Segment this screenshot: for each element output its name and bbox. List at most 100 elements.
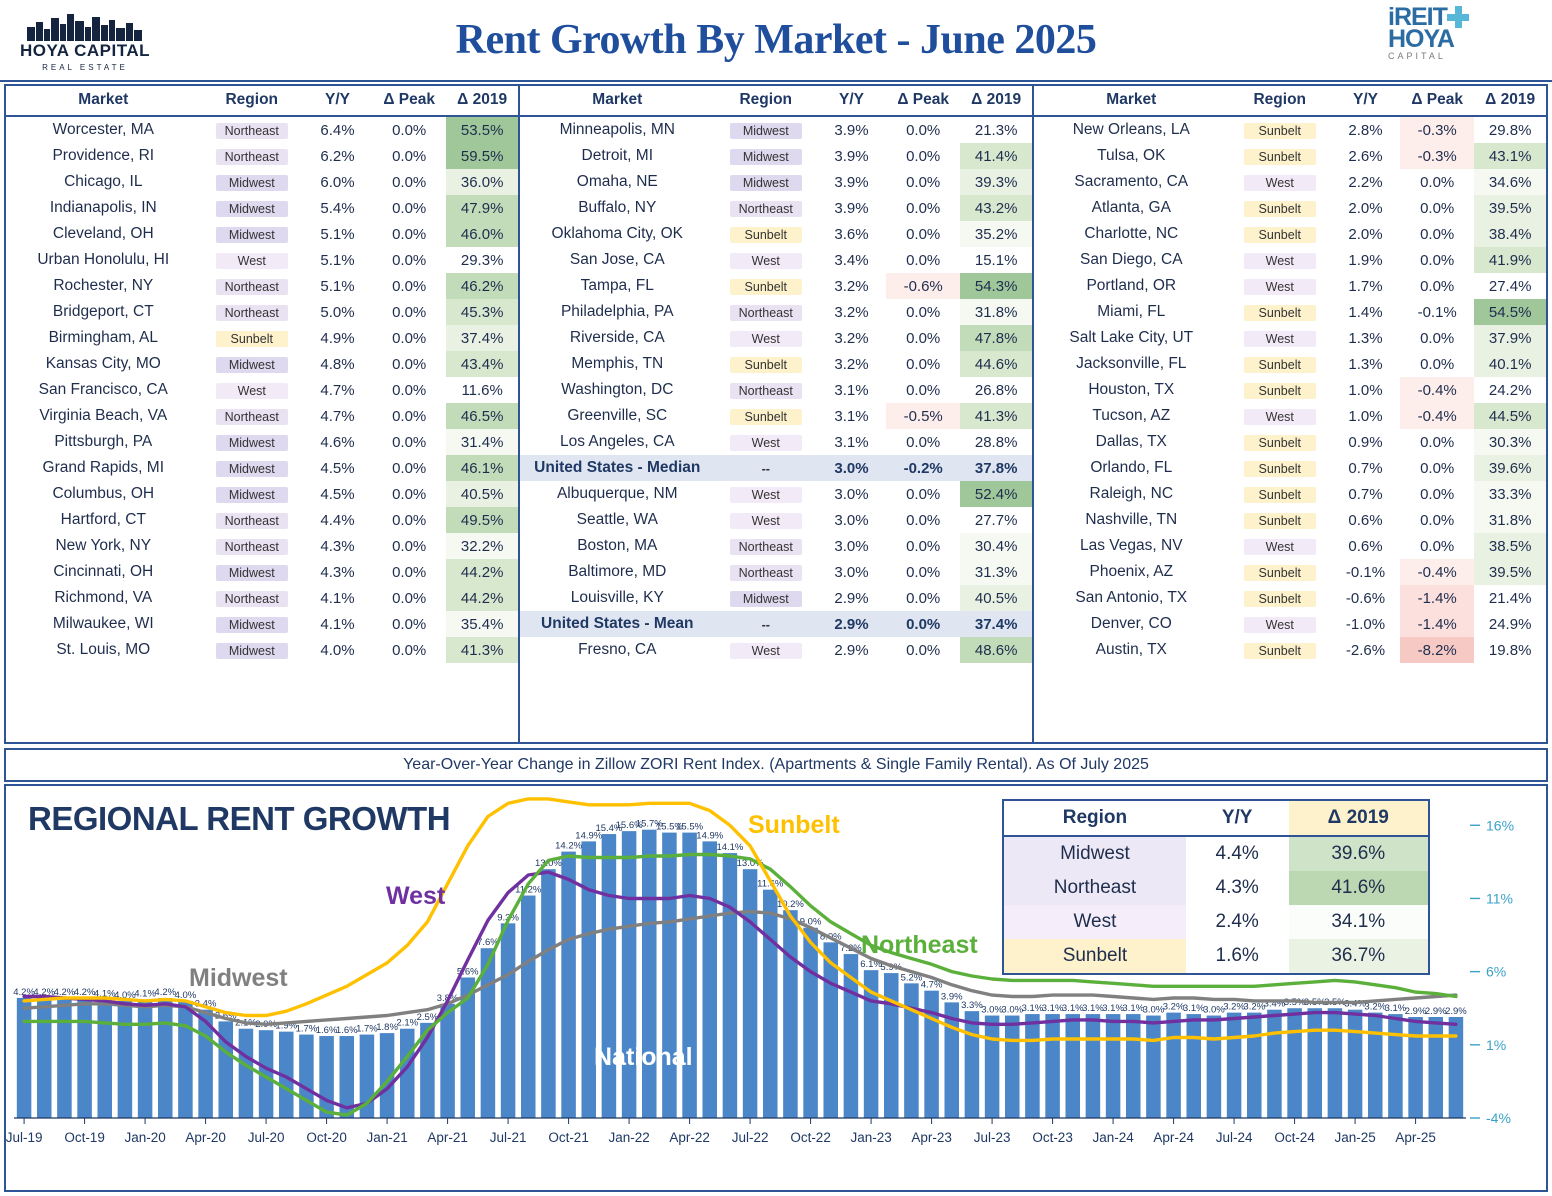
table-row[interactable]: Fresno, CA West 2.9% 0.0% 48.6%: [520, 637, 1032, 663]
bar-value-label: 3.2%: [1243, 1002, 1265, 1013]
table-row[interactable]: Sacramento, CA West 2.2% 0.0% 34.6%: [1034, 169, 1546, 195]
table-row[interactable]: Las Vegas, NV West 0.6% 0.0% 38.5%: [1034, 533, 1546, 559]
table-row[interactable]: Virginia Beach, VA Northeast 4.7% 0.0% 46.5%: [6, 403, 518, 429]
table-row[interactable]: Denver, CO West -1.0% -1.4% 24.9%: [1034, 611, 1546, 637]
table-row[interactable]: Worcester, MA Northeast 6.4% 0.0% 53.5%: [6, 116, 518, 143]
table-row[interactable]: Urban Honolulu, HI West 5.1% 0.0% 29.3%: [6, 247, 518, 273]
table-row[interactable]: Tampa, FL Sunbelt 3.2% -0.6% 54.3%: [520, 273, 1032, 299]
cell-peak: -0.4%: [1400, 377, 1475, 403]
table-row[interactable]: Los Angeles, CA West 3.1% 0.0% 28.8%: [520, 429, 1032, 455]
table-row[interactable]: Miami, FL Sunbelt 1.4% -0.1% 54.5%: [1034, 299, 1546, 325]
national-bar: [702, 841, 718, 1118]
table-row[interactable]: Grand Rapids, MI Midwest 4.5% 0.0% 46.1%: [6, 455, 518, 481]
table-row[interactable]: Charlotte, NC Sunbelt 2.0% 0.0% 38.4%: [1034, 221, 1546, 247]
regional-rent-growth-chart: REGIONAL RENT GROWTH -4% 1% 6% 11% 16% 4.2% 4.…: [4, 784, 1548, 1192]
table-row[interactable]: Louisville, KY Midwest 2.9% 0.0% 40.5%: [520, 585, 1032, 611]
table-row[interactable]: San Antonio, TX Sunbelt -0.6% -1.4% 21.4%: [1034, 585, 1546, 611]
table-row[interactable]: Detroit, MI Midwest 3.9% 0.0% 41.4%: [520, 143, 1032, 169]
table-row[interactable]: San Francisco, CA West 4.7% 0.0% 11.6%: [6, 377, 518, 403]
bar-value-label: 4.7%: [921, 980, 943, 991]
table-row[interactable]: St. Louis, MO Midwest 4.0% 0.0% 41.3%: [6, 637, 518, 663]
region-summary-row[interactable]: West 2.4% 34.1%: [1003, 905, 1429, 939]
table-row[interactable]: Chicago, IL Midwest 6.0% 0.0% 36.0%: [6, 169, 518, 195]
table-row[interactable]: Orlando, FL Sunbelt 0.7% 0.0% 39.6%: [1034, 455, 1546, 481]
cell-d2019: 39.5%: [1474, 195, 1546, 221]
cell-market: Los Angeles, CA: [559, 433, 675, 450]
table-row[interactable]: Buffalo, NY Northeast 3.9% 0.0% 43.2%: [520, 195, 1032, 221]
table-row[interactable]: Milwaukee, WI Midwest 4.1% 0.0% 35.4%: [6, 611, 518, 637]
table-row[interactable]: Salt Lake City, UT West 1.3% 0.0% 37.9%: [1034, 325, 1546, 351]
table-row[interactable]: Tulsa, OK Sunbelt 2.6% -0.3% 43.1%: [1034, 143, 1546, 169]
table-row[interactable]: Providence, RI Northeast 6.2% 0.0% 59.5%: [6, 143, 518, 169]
cell-peak: 0.0%: [906, 147, 941, 165]
table-row[interactable]: Richmond, VA Northeast 4.1% 0.0% 44.2%: [6, 585, 518, 611]
table-row[interactable]: Bridgeport, CT Northeast 5.0% 0.0% 45.3%: [6, 299, 518, 325]
table-row[interactable]: Tucson, AZ West 1.0% -0.4% 44.5%: [1034, 403, 1546, 429]
table-row[interactable]: Memphis, TN Sunbelt 3.2% 0.0% 44.6%: [520, 351, 1032, 377]
region-summary-row[interactable]: Northeast 4.3% 41.6%: [1003, 871, 1429, 905]
table-row[interactable]: Washington, DC Northeast 3.1% 0.0% 26.8%: [520, 377, 1032, 403]
table-row[interactable]: Hartford, CT Northeast 4.4% 0.0% 49.5%: [6, 507, 518, 533]
table-row[interactable]: Oklahoma City, OK Sunbelt 3.6% 0.0% 35.2%: [520, 221, 1032, 247]
region-badge: Midwest: [215, 486, 288, 503]
region-summary-yy: 4.4%: [1215, 843, 1259, 864]
national-bar: [722, 853, 738, 1118]
national-bar: [379, 1033, 395, 1118]
table-row[interactable]: Birmingham, AL Sunbelt 4.9% 0.0% 37.4%: [6, 325, 518, 351]
table-row[interactable]: New Orleans, LA Sunbelt 2.8% -0.3% 29.8%: [1034, 116, 1546, 143]
table-row[interactable]: San Diego, CA West 1.9% 0.0% 41.9%: [1034, 247, 1546, 273]
region-badge: Sunbelt: [1243, 460, 1316, 477]
table-row[interactable]: Riverside, CA West 3.2% 0.0% 47.8%: [520, 325, 1032, 351]
table-row[interactable]: Indianapolis, IN Midwest 5.4% 0.0% 47.9%: [6, 195, 518, 221]
table-row[interactable]: Minneapolis, MN Midwest 3.9% 0.0% 21.3%: [520, 116, 1032, 143]
cell-d2019: 44.5%: [1474, 403, 1546, 429]
cell-region: --: [714, 611, 817, 637]
table-row[interactable]: United States - Median -- 3.0% -0.2% 37.8%: [520, 455, 1032, 481]
table-row[interactable]: Portland, OR West 1.7% 0.0% 27.4%: [1034, 273, 1546, 299]
bar-value-label: 11.2%: [515, 885, 542, 896]
table-row[interactable]: Kansas City, MO Midwest 4.8% 0.0% 43.4%: [6, 351, 518, 377]
table-row[interactable]: Cincinnati, OH Midwest 4.3% 0.0% 44.2%: [6, 559, 518, 585]
bar-value-label: 4.2%: [54, 987, 76, 998]
cell-region: West: [1229, 611, 1331, 637]
table-row[interactable]: Seattle, WA West 3.0% 0.0% 27.7%: [520, 507, 1032, 533]
table-row[interactable]: Atlanta, GA Sunbelt 2.0% 0.0% 39.5%: [1034, 195, 1546, 221]
table-row[interactable]: Albuquerque, NM West 3.0% 0.0% 52.4%: [520, 481, 1032, 507]
bar-value-label: 1.6%: [336, 1025, 358, 1036]
table-row[interactable]: Dallas, TX Sunbelt 0.9% 0.0% 30.3%: [1034, 429, 1546, 455]
table-row[interactable]: Columbus, OH Midwest 4.5% 0.0% 40.5%: [6, 481, 518, 507]
bar-value-label: 3.1%: [1042, 1003, 1064, 1014]
cell-yy: 5.0%: [320, 303, 355, 321]
region-summary-row[interactable]: Midwest 4.4% 39.6%: [1003, 836, 1429, 871]
table-row[interactable]: Austin, TX Sunbelt -2.6% -8.2% 19.8%: [1034, 637, 1546, 663]
table-row[interactable]: New York, NY Northeast 4.3% 0.0% 32.2%: [6, 533, 518, 559]
bar-value-label: 2.9%: [1445, 1006, 1467, 1017]
table-row[interactable]: Baltimore, MD Northeast 3.0% 0.0% 31.3%: [520, 559, 1032, 585]
table-row[interactable]: Boston, MA Northeast 3.0% 0.0% 30.4%: [520, 533, 1032, 559]
table-row[interactable]: Greenville, SC Sunbelt 3.1% -0.5% 41.3%: [520, 403, 1032, 429]
table-row[interactable]: Raleigh, NC Sunbelt 0.7% 0.0% 33.3%: [1034, 481, 1546, 507]
table-row[interactable]: Pittsburgh, PA Midwest 4.6% 0.0% 31.4%: [6, 429, 518, 455]
column-header-yy: Y/Y: [302, 86, 373, 117]
table-row[interactable]: United States - Mean -- 2.9% 0.0% 37.4%: [520, 611, 1032, 637]
cell-peak: 0.0%: [392, 225, 427, 243]
table-row[interactable]: Nashville, TN Sunbelt 0.6% 0.0% 31.8%: [1034, 507, 1546, 533]
cell-peak: 0.0%: [906, 381, 941, 399]
region-badge: West: [1243, 252, 1316, 269]
table-row[interactable]: Houston, TX Sunbelt 1.0% -0.4% 24.2%: [1034, 377, 1546, 403]
bar-value-label: 3.0%: [981, 1005, 1003, 1016]
table-row[interactable]: Jacksonville, FL Sunbelt 1.3% 0.0% 40.1%: [1034, 351, 1546, 377]
table-row[interactable]: Philadelphia, PA Northeast 3.2% 0.0% 31.8%: [520, 299, 1032, 325]
table-row[interactable]: Phoenix, AZ Sunbelt -0.1% -0.4% 39.5%: [1034, 559, 1546, 585]
cell-peak: -1.4%: [1400, 585, 1475, 611]
cell-d2019: 39.5%: [1474, 559, 1546, 585]
table-row[interactable]: Rochester, NY Northeast 5.1% 0.0% 46.2%: [6, 273, 518, 299]
logo-right-line1: iREIT: [1388, 3, 1448, 31]
bar-value-label: 1.8%: [376, 1022, 398, 1033]
region-badge: Sunbelt: [215, 330, 288, 347]
region-summary-row[interactable]: Sunbelt 1.6% 36.7%: [1003, 939, 1429, 974]
cell-region: Sunbelt: [715, 351, 817, 377]
table-row[interactable]: Cleveland, OH Midwest 5.1% 0.0% 46.0%: [6, 221, 518, 247]
table-row[interactable]: San Jose, CA West 3.4% 0.0% 15.1%: [520, 247, 1032, 273]
table-row[interactable]: Omaha, NE Midwest 3.9% 0.0% 39.3%: [520, 169, 1032, 195]
